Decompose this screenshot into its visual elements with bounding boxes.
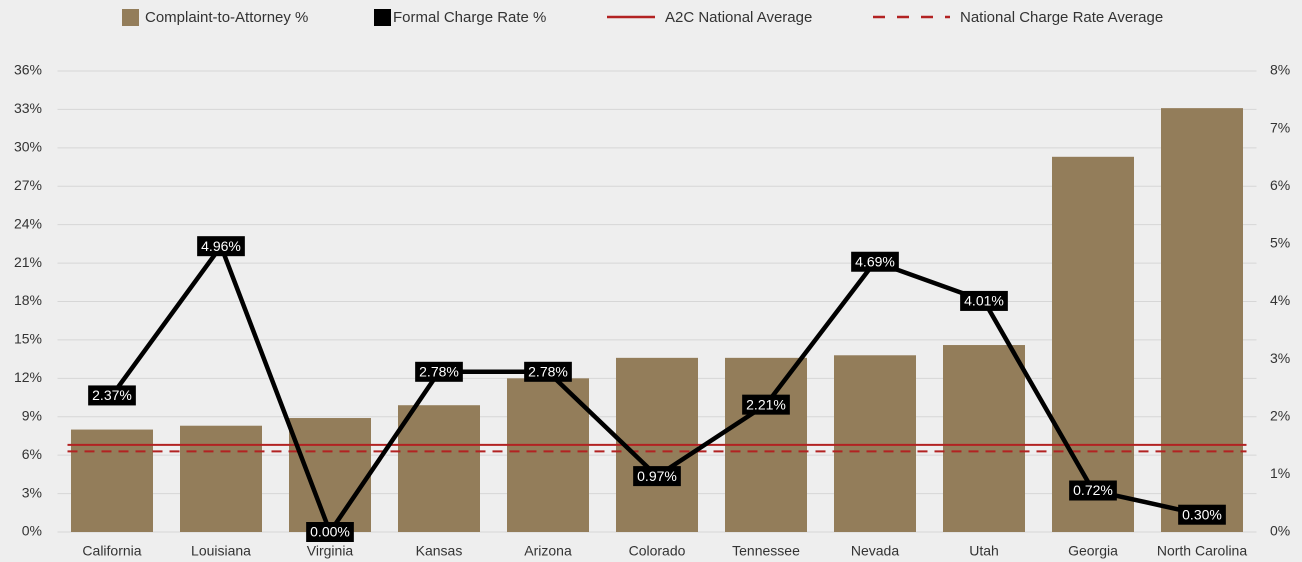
legend-swatch (374, 9, 391, 26)
data-label-text: 2.78% (419, 364, 459, 380)
x-tick-label: Kansas (416, 543, 463, 559)
data-label-text: 2.37% (92, 387, 132, 403)
data-label-text: 4.01% (964, 293, 1004, 309)
data-label: 2.78% (524, 361, 572, 382)
x-tick-label: California (82, 543, 141, 559)
legend-swatch (122, 9, 139, 26)
data-label-box (524, 361, 572, 382)
y2-tick-label: 8% (1270, 62, 1290, 78)
data-label-box (88, 385, 136, 406)
data-label-text: 2.78% (528, 364, 568, 380)
y-tick-label: 36% (14, 62, 42, 78)
bar (834, 355, 916, 532)
bar (943, 345, 1025, 532)
y-tick-label: 24% (14, 215, 42, 231)
x-tick-label: Colorado (629, 543, 686, 559)
x-tick-label: Arizona (524, 543, 572, 559)
data-label-text: 4.69% (855, 253, 895, 269)
y2-tick-label: 5% (1270, 235, 1290, 251)
x-tick-label: Virginia (307, 543, 354, 559)
y2-tick-label: 3% (1270, 350, 1290, 366)
data-label: 4.69% (851, 251, 899, 272)
data-label: 2.78% (415, 361, 463, 382)
data-label: 2.37% (88, 385, 136, 406)
data-label-text: 4.96% (201, 238, 241, 254)
data-label-text: 0.30% (1182, 506, 1222, 522)
data-label-text: 0.00% (310, 524, 350, 540)
data-label-box (742, 394, 790, 415)
data-label-box (851, 251, 899, 272)
legend-label: Complaint-to-Attorney % (145, 9, 308, 26)
y2-tick-label: 2% (1270, 407, 1290, 423)
x-tick-label: North Carolina (1157, 543, 1247, 559)
x-tick-label: Tennessee (732, 543, 800, 559)
y-tick-label: 21% (14, 254, 42, 270)
y-tick-label: 27% (14, 177, 42, 193)
y2-tick-label: 1% (1270, 465, 1290, 481)
y2-tick-label: 6% (1270, 177, 1290, 193)
y-tick-label: 0% (22, 523, 42, 539)
data-label-box (1069, 480, 1117, 501)
data-label: 4.96% (197, 236, 245, 257)
data-label-text: 0.72% (1073, 482, 1113, 498)
legend-label: A2C National Average (665, 9, 812, 26)
bar (1052, 156, 1134, 532)
data-label: 0.97% (633, 466, 681, 487)
x-tick-label: Louisiana (191, 543, 251, 559)
bar (398, 405, 480, 532)
data-label-box (197, 236, 245, 257)
data-label: 0.30% (1178, 504, 1226, 525)
data-label-box (960, 290, 1008, 311)
data-label: 4.01% (960, 290, 1008, 311)
x-tick-label: Georgia (1068, 543, 1118, 559)
x-tick-label: Utah (969, 543, 999, 559)
y-tick-label: 3% (22, 484, 42, 500)
data-label: 0.72% (1069, 480, 1117, 501)
bar (507, 378, 589, 532)
y2-tick-label: 0% (1270, 523, 1290, 539)
bar (1161, 108, 1243, 532)
y-tick-label: 15% (14, 331, 42, 347)
data-label: 2.21% (742, 394, 790, 415)
y2-tick-label: 4% (1270, 292, 1290, 308)
data-label-box (306, 522, 354, 542)
y-tick-label: 18% (14, 292, 42, 308)
data-label-text: 2.21% (746, 396, 786, 412)
x-tick-label: Nevada (851, 543, 899, 559)
y-tick-label: 6% (22, 446, 42, 462)
y2-tick-label: 7% (1270, 119, 1290, 135)
y-tick-label: 30% (14, 139, 42, 155)
data-label-box (415, 361, 463, 382)
y-tick-label: 9% (22, 407, 42, 423)
data-label-text: 0.97% (637, 468, 677, 484)
data-label-box (633, 466, 681, 487)
bar (180, 425, 262, 532)
bar (289, 418, 371, 532)
legend-label: Formal Charge Rate % (393, 9, 546, 26)
bar (71, 429, 153, 532)
data-label-box (1178, 504, 1226, 525)
y-tick-label: 12% (14, 369, 42, 385)
data-label: 0.00% (306, 522, 354, 542)
y-tick-label: 33% (14, 100, 42, 116)
legend-label: National Charge Rate Average (960, 9, 1163, 26)
